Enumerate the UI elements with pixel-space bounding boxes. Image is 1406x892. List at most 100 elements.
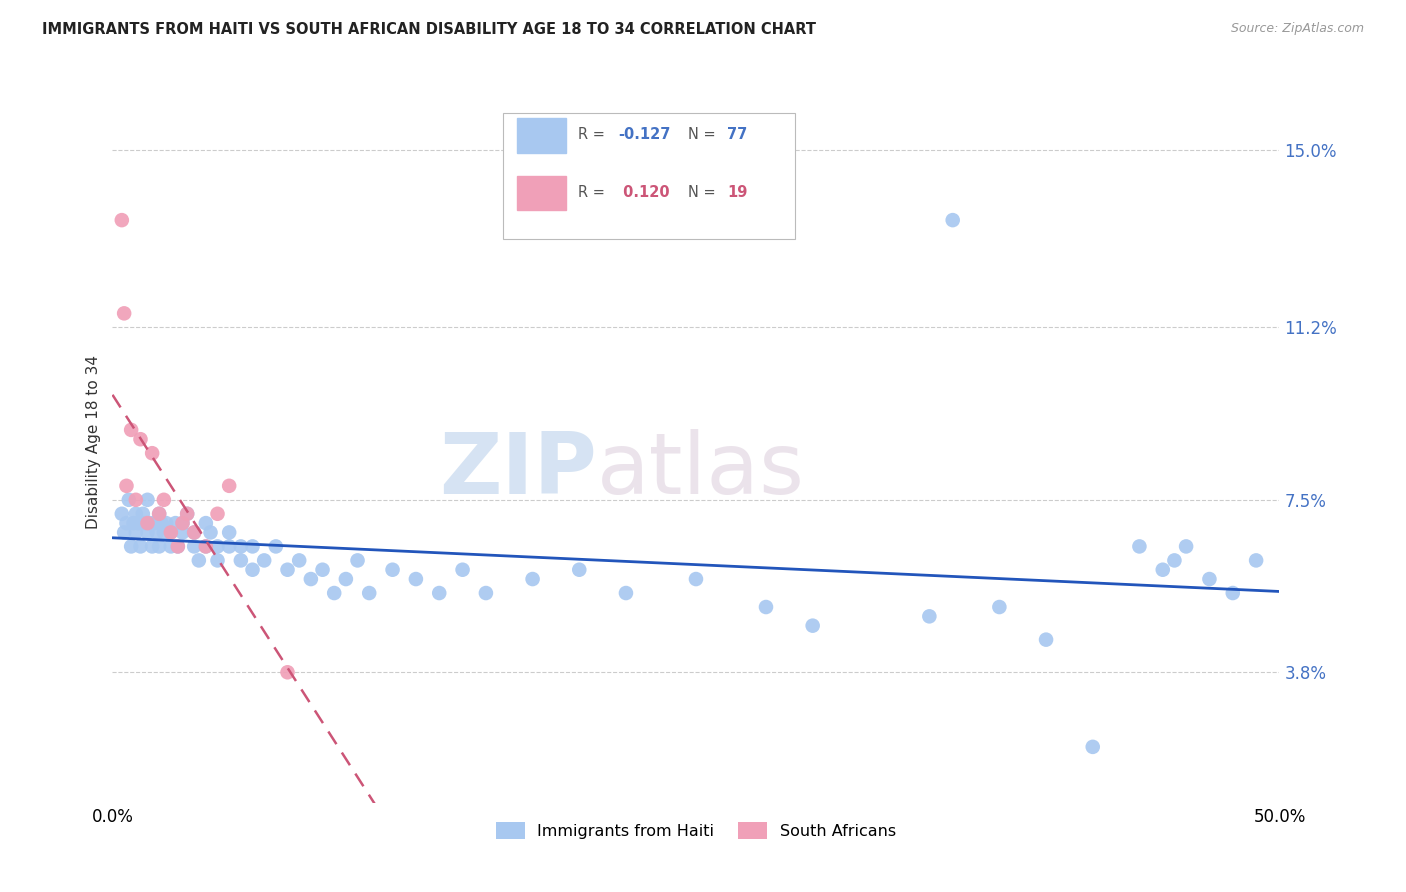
Text: ZIP: ZIP <box>439 429 596 512</box>
Point <box>153 492 176 507</box>
Text: R =: R = <box>578 127 610 142</box>
Point <box>172 516 194 530</box>
Point <box>200 525 222 540</box>
Point <box>614 586 637 600</box>
FancyBboxPatch shape <box>503 112 796 239</box>
Point <box>264 540 287 554</box>
Point <box>311 563 333 577</box>
Point <box>141 446 163 460</box>
Point <box>335 572 357 586</box>
Point <box>148 540 170 554</box>
Point <box>136 525 159 540</box>
Point <box>229 553 252 567</box>
Point <box>801 618 824 632</box>
Point <box>143 516 166 530</box>
Point <box>122 516 145 530</box>
Text: atlas: atlas <box>596 429 804 512</box>
Point <box>323 586 346 600</box>
Text: Source: ZipAtlas.com: Source: ZipAtlas.com <box>1230 22 1364 36</box>
Point <box>242 540 264 554</box>
Point <box>134 516 156 530</box>
Point <box>207 553 229 567</box>
Point <box>276 665 298 680</box>
Point <box>176 507 198 521</box>
Text: R =: R = <box>578 185 610 200</box>
Point <box>381 563 404 577</box>
Point <box>1222 586 1244 600</box>
Legend: Immigrants from Haiti, South Africans: Immigrants from Haiti, South Africans <box>489 816 903 846</box>
Point <box>475 586 498 600</box>
Y-axis label: Disability Age 18 to 34: Disability Age 18 to 34 <box>86 354 101 529</box>
Point <box>1198 572 1220 586</box>
Point <box>218 479 240 493</box>
Point <box>183 525 205 540</box>
Point <box>136 492 159 507</box>
Point <box>115 479 138 493</box>
Text: -0.127: -0.127 <box>617 127 671 142</box>
Bar <box>517 118 567 153</box>
Point <box>1128 540 1150 554</box>
Point <box>112 525 135 540</box>
Point <box>1175 540 1198 554</box>
Point <box>299 572 322 586</box>
Point <box>129 432 152 446</box>
Point <box>120 540 142 554</box>
Point <box>685 572 707 586</box>
Point <box>207 540 229 554</box>
Point <box>187 553 209 567</box>
Point <box>125 525 148 540</box>
Point <box>451 563 474 577</box>
Point <box>120 423 142 437</box>
Point <box>176 507 198 521</box>
Point <box>160 525 183 540</box>
Point <box>139 516 162 530</box>
Point <box>1244 553 1267 567</box>
Text: 0.120: 0.120 <box>617 185 669 200</box>
Point <box>160 525 183 540</box>
Point <box>194 540 217 554</box>
Point <box>183 525 205 540</box>
Point <box>148 507 170 521</box>
Point <box>1152 563 1174 577</box>
Point <box>141 540 163 554</box>
Point <box>118 492 141 507</box>
Text: N =: N = <box>688 185 720 200</box>
Point <box>153 525 176 540</box>
Point <box>127 516 149 530</box>
Point <box>229 540 252 554</box>
Text: 19: 19 <box>727 185 748 200</box>
Point <box>183 540 205 554</box>
Point <box>218 525 240 540</box>
Point <box>146 525 169 540</box>
Point <box>427 586 450 600</box>
Point <box>111 213 134 227</box>
Point <box>194 516 217 530</box>
Point <box>112 306 135 320</box>
Point <box>359 586 381 600</box>
Point <box>166 540 188 554</box>
Point <box>1035 632 1057 647</box>
Point <box>136 516 159 530</box>
Point <box>172 516 194 530</box>
Point <box>125 492 148 507</box>
Point <box>160 540 183 554</box>
Point <box>522 572 544 586</box>
Point <box>148 507 170 521</box>
Bar <box>517 176 567 211</box>
Point <box>172 525 194 540</box>
Point <box>568 563 591 577</box>
Point <box>165 516 187 530</box>
Point <box>1163 553 1185 567</box>
Point <box>155 516 177 530</box>
Point <box>253 553 276 567</box>
Point <box>150 516 173 530</box>
Point <box>755 600 778 615</box>
Point <box>115 516 138 530</box>
Point <box>405 572 427 586</box>
Point <box>129 540 152 554</box>
Point <box>218 540 240 554</box>
Point <box>942 213 965 227</box>
Point <box>132 507 155 521</box>
Point <box>166 540 188 554</box>
Point <box>242 563 264 577</box>
